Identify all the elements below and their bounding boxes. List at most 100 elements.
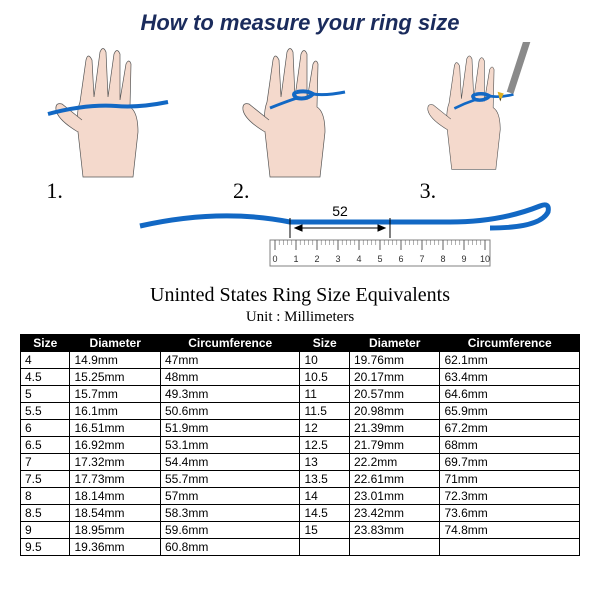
- table-cell: 12.5: [300, 437, 349, 454]
- table-row: 4.515.25mm48mm10.520.17mm63.4mm: [21, 369, 580, 386]
- table-cell: 19.36mm: [70, 539, 160, 556]
- table-cell: 7: [21, 454, 70, 471]
- measure-label: 52: [332, 203, 348, 219]
- ruler-tick-label: 4: [356, 254, 361, 264]
- table-cell: 23.01mm: [349, 488, 439, 505]
- table-cell: 17.32mm: [70, 454, 160, 471]
- ruler-tick-label: 8: [440, 254, 445, 264]
- table-cell: 65.9mm: [440, 403, 580, 420]
- table-cell: 8: [21, 488, 70, 505]
- hand-illustration-1: [38, 42, 188, 182]
- table-cell: 58.3mm: [160, 505, 300, 522]
- table-cell: 60.8mm: [160, 539, 300, 556]
- table-header-row: SizeDiameterCircumferenceSizeDiameterCir…: [21, 335, 580, 352]
- size-table: SizeDiameterCircumferenceSizeDiameterCir…: [20, 334, 580, 556]
- hand-shape: [446, 56, 500, 169]
- table-cell: 68mm: [440, 437, 580, 454]
- ruler-tick-label: 6: [398, 254, 403, 264]
- table-cell: 15.25mm: [70, 369, 160, 386]
- table-row: 7.517.73mm55.7mm13.522.61mm71mm: [21, 471, 580, 488]
- table-cell: 10: [300, 352, 349, 369]
- table-cell: 10.5: [300, 369, 349, 386]
- table-cell: 20.98mm: [349, 403, 439, 420]
- table-cell: 8.5: [21, 505, 70, 522]
- table-cell: 9: [21, 522, 70, 539]
- table-cell: 16.51mm: [70, 420, 160, 437]
- table-cell: 22.61mm: [349, 471, 439, 488]
- table-header-cell: Circumference: [440, 335, 580, 352]
- table-row: 818.14mm57mm1423.01mm72.3mm: [21, 488, 580, 505]
- table-cell: 16.1mm: [70, 403, 160, 420]
- table-row: 5.516.1mm50.6mm11.520.98mm65.9mm: [21, 403, 580, 420]
- table-cell: 15: [300, 522, 349, 539]
- table-cell: 74.8mm: [440, 522, 580, 539]
- step-2: 2.: [225, 42, 375, 204]
- ruler-row: 52 012345678910: [20, 198, 580, 278]
- table-cell: 13: [300, 454, 349, 471]
- table-cell: 23.83mm: [349, 522, 439, 539]
- table-header-cell: Diameter: [349, 335, 439, 352]
- table-unit: Unit : Millimeters: [20, 309, 580, 326]
- table-cell: 16.92mm: [70, 437, 160, 454]
- table-cell: 47mm: [160, 352, 300, 369]
- table-header-cell: Circumference: [160, 335, 300, 352]
- table-cell: 21.39mm: [349, 420, 439, 437]
- table-row: 9.519.36mm60.8mm: [21, 539, 580, 556]
- table-cell: 7.5: [21, 471, 70, 488]
- table-cell: 50.6mm: [160, 403, 300, 420]
- ruler-illustration: 52 012345678910: [20, 198, 580, 278]
- page-container: How to measure your ring size 1.: [0, 0, 600, 600]
- hand-shape: [78, 49, 139, 178]
- table-cell: [440, 539, 580, 556]
- table-cell: 6.5: [21, 437, 70, 454]
- table-header-cell: Diameter: [70, 335, 160, 352]
- table-cell: 5.5: [21, 403, 70, 420]
- pen-icon: [497, 42, 532, 101]
- table-cell: 51.9mm: [160, 420, 300, 437]
- table-cell: 55.7mm: [160, 471, 300, 488]
- table-cell: 72.3mm: [440, 488, 580, 505]
- table-cell: 4.5: [21, 369, 70, 386]
- table-cell: 53.1mm: [160, 437, 300, 454]
- table-cell: 20.17mm: [349, 369, 439, 386]
- step-1: 1.: [38, 42, 188, 204]
- string-tail-icon: [313, 92, 345, 95]
- ruler-tick-label: 0: [272, 254, 277, 264]
- page-title: How to measure your ring size: [20, 10, 580, 36]
- table-cell: 18.14mm: [70, 488, 160, 505]
- ruler-tick-label: 9: [461, 254, 466, 264]
- table-cell: 5: [21, 386, 70, 403]
- table-row: 6.516.92mm53.1mm12.521.79mm68mm: [21, 437, 580, 454]
- step-3: 3.: [412, 42, 562, 204]
- hand-shape: [264, 49, 325, 178]
- table-cell: 71mm: [440, 471, 580, 488]
- table-cell: 12: [300, 420, 349, 437]
- ruler-tick-label: 2: [314, 254, 319, 264]
- table-cell: 4: [21, 352, 70, 369]
- table-cell: 63.4mm: [440, 369, 580, 386]
- table-cell: 17.73mm: [70, 471, 160, 488]
- table-row: 717.32mm54.4mm1322.2mm69.7mm: [21, 454, 580, 471]
- table-cell: [349, 539, 439, 556]
- table-cell: 21.79mm: [349, 437, 439, 454]
- table-cell: 20.57mm: [349, 386, 439, 403]
- table-cell: 59.6mm: [160, 522, 300, 539]
- table-cell: 23.42mm: [349, 505, 439, 522]
- table-title: Uninted States Ring Size Equivalents: [20, 284, 580, 307]
- table-cell: 69.7mm: [440, 454, 580, 471]
- table-row: 616.51mm51.9mm1221.39mm67.2mm: [21, 420, 580, 437]
- table-cell: 48mm: [160, 369, 300, 386]
- hand-illustration-3: [412, 42, 562, 182]
- table-row: 918.95mm59.6mm1523.83mm74.8mm: [21, 522, 580, 539]
- table-cell: 18.54mm: [70, 505, 160, 522]
- table-cell: 14.9mm: [70, 352, 160, 369]
- table-cell: 57mm: [160, 488, 300, 505]
- table-cell: 64.6mm: [440, 386, 580, 403]
- ruler-tick-label: 3: [335, 254, 340, 264]
- ruler-tick-label: 10: [480, 254, 490, 264]
- table-cell: 18.95mm: [70, 522, 160, 539]
- table-cell: 62.1mm: [440, 352, 580, 369]
- ruler-tick-label: 5: [377, 254, 382, 264]
- ruler-tick-label: 7: [419, 254, 424, 264]
- table-row: 515.7mm49.3mm1120.57mm64.6mm: [21, 386, 580, 403]
